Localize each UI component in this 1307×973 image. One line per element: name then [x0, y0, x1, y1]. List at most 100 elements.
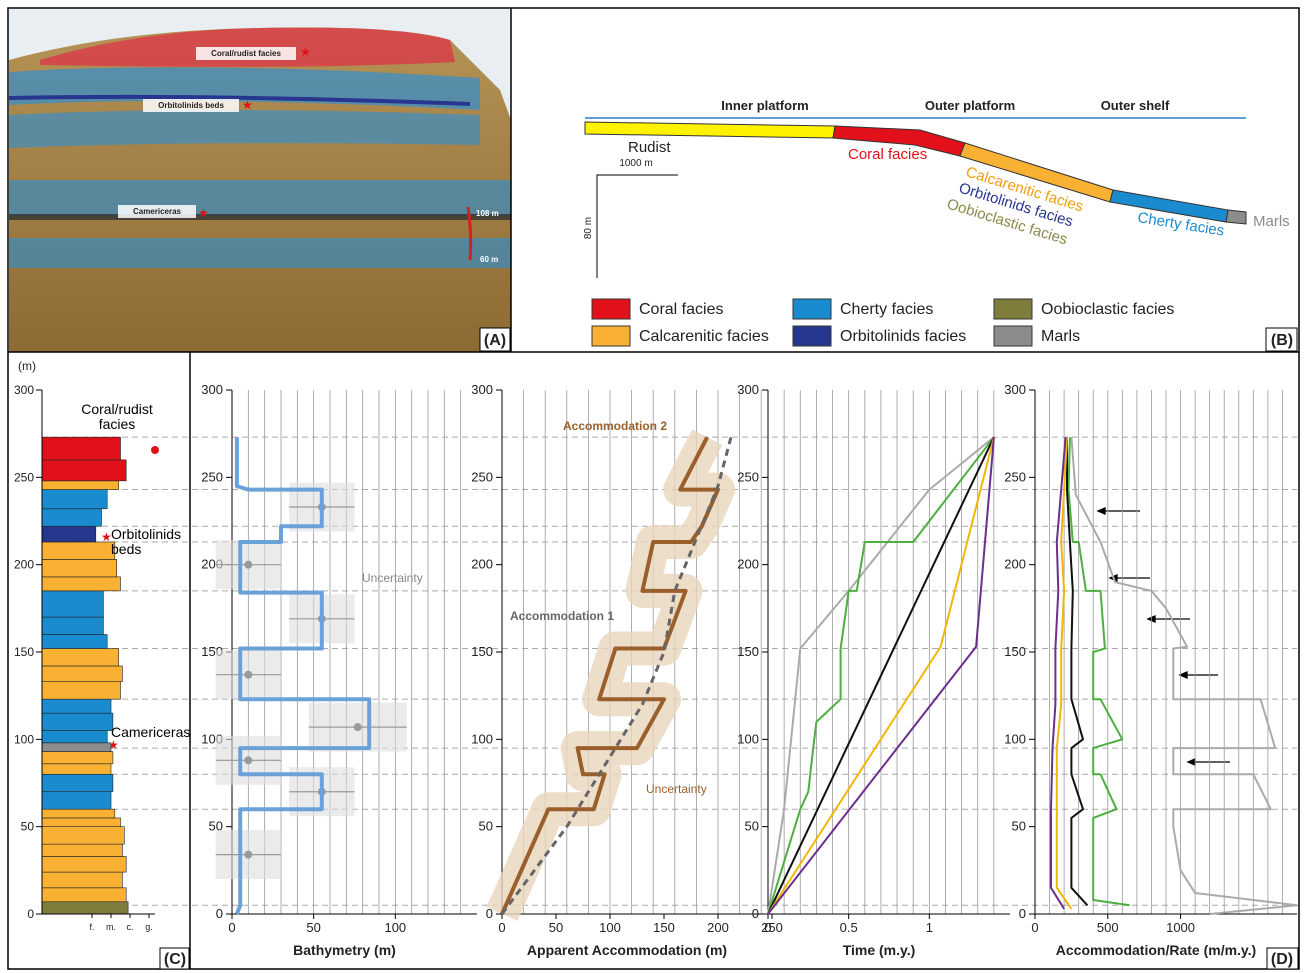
- bed: [42, 809, 115, 818]
- bed: [42, 888, 126, 902]
- legend-label: Coral facies: [639, 301, 723, 318]
- y-tick-label: 50: [1012, 819, 1026, 834]
- zone-label: Outer platform: [925, 98, 1015, 113]
- bed: [42, 437, 121, 460]
- x-tick-label: 0: [228, 920, 235, 935]
- panel-c: (m) (C) ★ ★ 050100150200250300f.m.c.g.Co…: [14, 359, 190, 969]
- legend-swatch: [793, 326, 831, 346]
- y-tick-label: 150: [14, 645, 34, 659]
- point: [244, 756, 252, 764]
- arrows: [1098, 508, 1230, 765]
- annotation: Camericeras: [111, 724, 190, 740]
- zone-label: Outer shelf: [1101, 98, 1170, 113]
- x-tick-label: f.: [89, 922, 94, 932]
- panel-tag: (C): [164, 951, 186, 968]
- y-tick-label: 250: [201, 469, 223, 484]
- x-tick-label: 150: [653, 920, 675, 935]
- bed: [42, 591, 103, 617]
- y-tick-label: 300: [1004, 382, 1026, 397]
- bed: [42, 731, 107, 743]
- x-tick-label: 1: [926, 920, 933, 935]
- x-tick-label: 0.5: [840, 920, 858, 935]
- y-tick-label: 200: [471, 557, 493, 572]
- series-line: [1069, 437, 1130, 905]
- x-axis-label: Accommodation/Rate (m/m.y.): [1056, 942, 1256, 958]
- y-tick-label: 200: [14, 558, 34, 572]
- scale-label: 1000 m: [619, 158, 652, 169]
- legend-swatch: [793, 299, 831, 319]
- panel-d: 050100150200250300050100Bathymetry (m)Un…: [201, 382, 1297, 958]
- panel-a: Coral/rudist facies Orbitolinids beds Ca…: [9, 9, 511, 352]
- y-tick-label: 250: [471, 469, 493, 484]
- bed: [42, 752, 113, 764]
- x-tick-label: c.: [126, 922, 133, 932]
- height-label: 108 m: [476, 209, 499, 218]
- bed: [42, 872, 122, 888]
- x-tick-label: 50: [306, 920, 320, 935]
- bed: [42, 743, 111, 752]
- legend-label: Cherty facies: [840, 301, 933, 318]
- bed: [42, 577, 121, 591]
- y-tick-label: 50: [479, 819, 493, 834]
- bed: [42, 827, 124, 844]
- y-tick-label: 150: [1004, 644, 1026, 659]
- page: Coral/rudist facies Orbitolinids beds Ca…: [0, 0, 1307, 973]
- star: ★: [242, 98, 253, 112]
- legend-label: Calcarenitic facies: [639, 328, 769, 345]
- marls-body: [1226, 210, 1246, 224]
- bed: [42, 481, 119, 490]
- x-axis-label: Time (m.y.): [843, 942, 916, 958]
- x-tick-label: 100: [384, 920, 406, 935]
- y-tick-label: 300: [471, 382, 493, 397]
- y-tick-label: 250: [1004, 469, 1026, 484]
- y-tick-label: 300: [737, 382, 759, 397]
- dark-bed: [9, 214, 511, 220]
- scale-label: 80 m: [583, 217, 594, 239]
- series-label: Accommodation 1: [510, 609, 614, 623]
- panel-b: Inner platform Outer platform Outer shel…: [583, 98, 1297, 351]
- bed: [42, 774, 113, 791]
- bed: [42, 490, 107, 509]
- bed: [42, 559, 117, 576]
- unit-label: (m): [18, 359, 36, 373]
- scale-bar: [597, 175, 678, 278]
- bed: [42, 509, 102, 526]
- x-tick-label: 0: [764, 920, 771, 935]
- y-tick-label: 100: [737, 731, 759, 746]
- facies-label: Marls: [1253, 213, 1290, 230]
- rudist-body: [585, 122, 835, 138]
- bed: [42, 526, 96, 542]
- y-tick-label: 150: [737, 644, 759, 659]
- photo-label: Camericeras: [133, 207, 182, 216]
- height-label: 60 m: [480, 255, 498, 264]
- x-tick-label: 1000: [1166, 920, 1195, 935]
- annotation: Coral/rudist: [81, 401, 153, 417]
- annotation: Uncertainty: [646, 782, 707, 796]
- legend-swatch: [592, 326, 630, 346]
- bed: [42, 682, 121, 699]
- series-label: Accommodation 2: [563, 419, 667, 433]
- y-tick-label: 0: [1019, 906, 1026, 921]
- annotation: facies: [99, 416, 136, 432]
- y-tick-label: 200: [1004, 557, 1026, 572]
- x-axis-label: Bathymetry (m): [293, 942, 396, 958]
- photo-label: Coral/rudist facies: [211, 49, 281, 58]
- y-tick-label: 250: [14, 470, 34, 484]
- y-tick-label: 0: [752, 906, 759, 921]
- y-tick-label: 300: [201, 382, 223, 397]
- chart: 050100150200250300050100Bathymetry (m)Un…: [201, 382, 477, 958]
- legend-swatch: [994, 326, 1032, 346]
- bed: [42, 699, 111, 713]
- blue-band: [9, 180, 511, 216]
- y-tick-label: 0: [27, 907, 34, 921]
- y-tick-label: 100: [14, 732, 34, 746]
- point: [244, 561, 252, 569]
- photo-label: Orbitolinids beds: [158, 101, 224, 110]
- bed: [42, 764, 111, 774]
- point: [244, 851, 252, 859]
- blue-band: [9, 110, 480, 148]
- legend-label: Marls: [1041, 328, 1080, 345]
- panel-tag: (D): [1271, 951, 1293, 968]
